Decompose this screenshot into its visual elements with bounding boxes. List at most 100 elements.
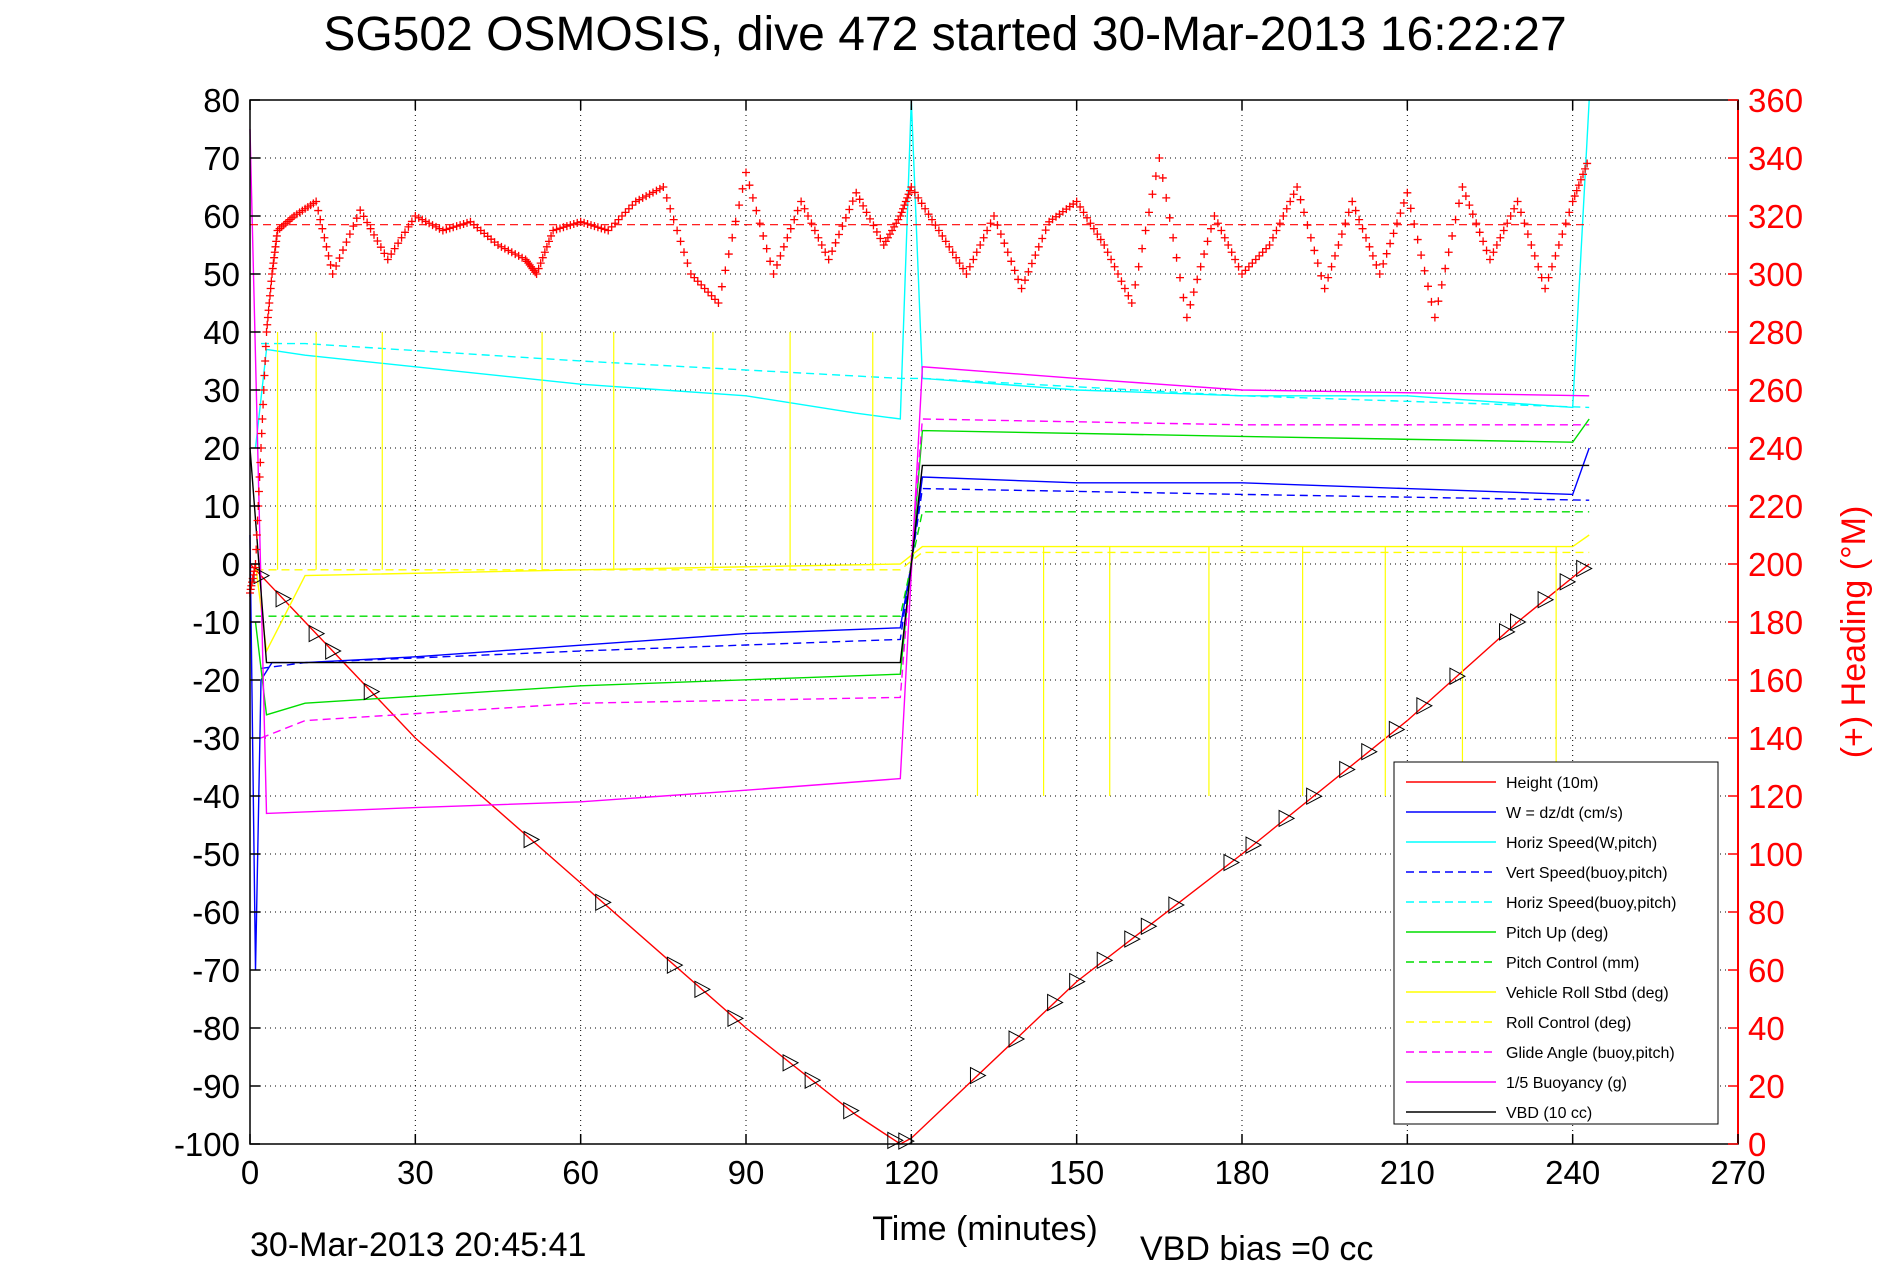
heading-plus-marker <box>938 231 947 240</box>
y-left-tick-label: -80 <box>192 1010 240 1047</box>
heading-plus-marker <box>332 262 341 271</box>
heading-plus-marker <box>326 260 335 269</box>
heading-plus-marker <box>1583 159 1592 168</box>
series-group <box>249 99 1593 1150</box>
heading-plus-marker <box>755 219 764 228</box>
height-triangle-marker <box>1559 573 1577 591</box>
y-right-tick-label: 280 <box>1748 314 1803 351</box>
heading-plus-marker <box>959 264 967 273</box>
heading-plus-marker <box>249 570 258 579</box>
heading-plus-marker <box>883 233 892 242</box>
legend-label: Horiz Speed(buoy,pitch) <box>1506 895 1676 912</box>
y-right-tick-label: 40 <box>1748 1010 1785 1047</box>
heading-plus-marker <box>1258 248 1267 257</box>
height-triangle-marker <box>1339 760 1356 779</box>
heading-plus-marker <box>724 250 733 259</box>
heading-plus-marker <box>1083 213 1091 222</box>
heading-plus-marker <box>1096 235 1105 244</box>
heading-plus-marker <box>814 233 823 242</box>
heading-plus-marker <box>752 206 761 215</box>
heading-plus-marker <box>1010 266 1019 275</box>
heading-plus-marker <box>1244 262 1253 271</box>
series-line-7 <box>255 511 1590 617</box>
y-left-tick-label: -40 <box>192 778 240 815</box>
heading-plus-marker <box>1420 266 1429 275</box>
heading-plus-marker <box>339 246 347 255</box>
heading-plus-marker <box>404 222 413 231</box>
y-right-tick-label: 100 <box>1748 836 1803 873</box>
heading-plus-marker <box>573 218 582 227</box>
heading-plus-marker <box>769 270 778 278</box>
heading-plus-marker <box>1313 259 1322 268</box>
y-left-tick-label: 70 <box>203 140 240 177</box>
heading-plus-marker <box>569 219 578 228</box>
heading-plus-marker <box>896 212 905 220</box>
heading-plus-marker <box>855 195 864 204</box>
heading-plus-marker <box>1517 208 1525 217</box>
x-tick-label: 150 <box>1049 1154 1104 1191</box>
heading-plus-marker <box>1182 313 1191 322</box>
heading-plus-marker <box>1327 262 1336 271</box>
x-tick-label: 120 <box>884 1154 939 1191</box>
heading-plus-marker <box>1162 193 1171 202</box>
heading-plus-marker <box>828 247 837 256</box>
legend-label: Pitch Control (mm) <box>1506 955 1639 972</box>
heading-plus-marker <box>1227 248 1236 257</box>
heading-plus-marker <box>1448 231 1457 240</box>
heading-plus-marker <box>905 186 914 195</box>
heading-plus-marker <box>254 487 263 496</box>
heading-plus-marker <box>1486 255 1494 264</box>
heading-plus-marker <box>1200 250 1209 259</box>
heading-plus-marker <box>1503 219 1512 228</box>
heading-plus-marker <box>773 260 781 269</box>
heading-plus-marker <box>449 223 458 232</box>
heading-plus-marker <box>1451 215 1460 224</box>
heading-plus-marker <box>504 246 513 255</box>
heading-plus-marker <box>1089 224 1098 233</box>
legend-label: VBD (10 cc) <box>1506 1105 1592 1122</box>
heading-plus-marker <box>322 242 331 251</box>
heading-plus-marker <box>252 545 261 554</box>
y-right-tick-label: 140 <box>1748 720 1803 757</box>
heading-plus-marker <box>1220 233 1229 242</box>
heading-plus-marker <box>279 221 288 230</box>
heading-plus-marker <box>1103 248 1112 257</box>
y-left-axis-ticks: 80 70 60 50 40 30 20 10 0 -10 -20 -30 -40 -50 -60 -70 -8… <box>174 82 260 1163</box>
y-right-tick-label: 300 <box>1748 256 1803 293</box>
heading-plus-marker <box>735 201 744 210</box>
heading-plus-marker <box>680 248 688 257</box>
heading-plus-marker <box>318 224 327 233</box>
height-triangle-marker <box>1306 787 1323 806</box>
heading-plus-marker <box>1107 255 1116 264</box>
heading-plus-marker <box>1468 210 1477 219</box>
heading-plus-marker <box>645 190 654 199</box>
heading-plus-marker <box>1537 273 1546 282</box>
heading-plus-marker <box>1344 208 1353 217</box>
heading-plus-marker <box>593 223 602 232</box>
y-left-tick-label: -100 <box>174 1126 240 1163</box>
heading-plus-marker <box>859 201 868 210</box>
heading-plus-marker <box>1365 242 1374 251</box>
heading-plus-marker <box>931 221 940 230</box>
heading-plus-marker <box>1434 297 1443 306</box>
heading-plus-marker <box>597 224 606 233</box>
heading-plus-marker <box>1520 219 1529 228</box>
heading-plus-marker <box>976 241 985 249</box>
heading-plus-marker <box>738 184 747 193</box>
heading-plus-marker <box>983 226 992 235</box>
heading-plus-marker <box>1475 228 1484 237</box>
heading-plus-marker <box>445 224 454 233</box>
heading-plus-marker <box>316 215 325 224</box>
heading-plus-marker <box>281 219 290 228</box>
heading-plus-marker <box>540 248 549 257</box>
legend-label: 1/5 Buoyancy (g) <box>1506 1075 1627 1092</box>
height-triangle-marker <box>1510 613 1527 631</box>
heading-plus-marker <box>690 273 699 282</box>
heading-plus-marker <box>607 222 616 231</box>
heading-plus-marker <box>267 277 276 286</box>
y-left-tick-label: -50 <box>192 836 240 873</box>
heading-plus-marker <box>1265 241 1274 249</box>
footer-timestamp: 30-Mar-2013 20:45:41 <box>250 1226 586 1262</box>
height-triangle-marker <box>1069 972 1086 991</box>
heading-plus-marker <box>1444 248 1453 257</box>
